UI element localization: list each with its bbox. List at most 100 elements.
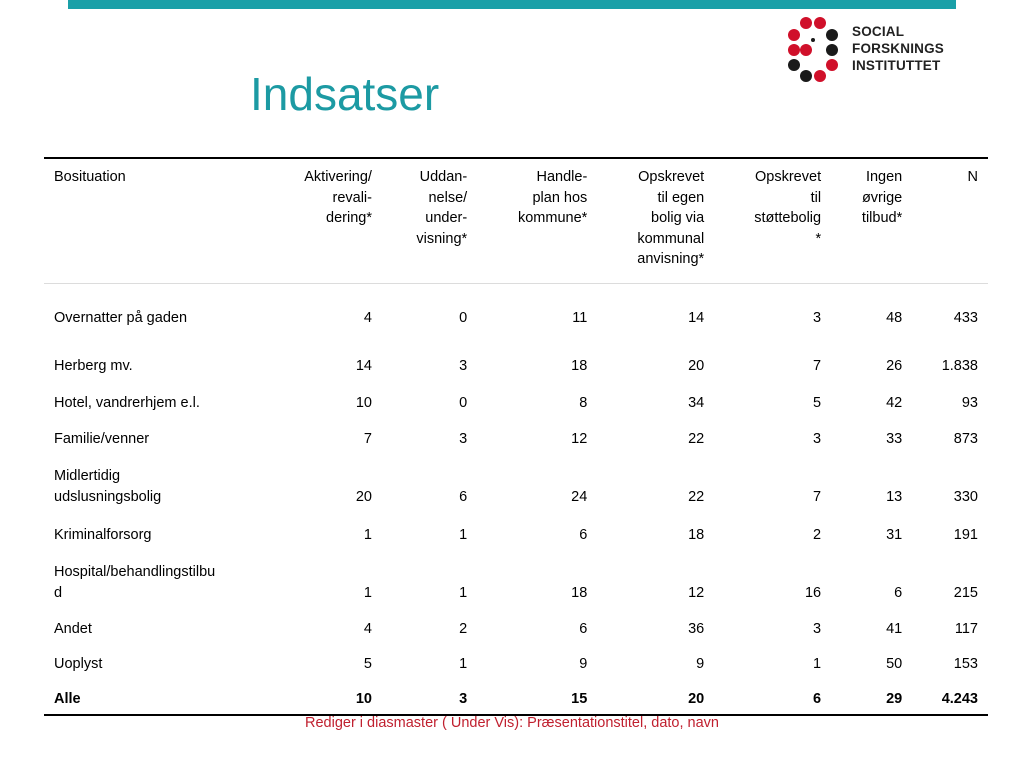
table-cell: 2 bbox=[459, 620, 468, 637]
table-cell: 9 bbox=[579, 655, 588, 672]
table-cell: 14 bbox=[355, 357, 372, 374]
table-cell: 6 bbox=[579, 526, 588, 543]
table-cell: 3 bbox=[459, 430, 468, 447]
table-cell: 20 bbox=[688, 357, 705, 374]
table-cell: 13 bbox=[886, 488, 903, 505]
table-cell: 7 bbox=[813, 488, 822, 505]
table-cell: 6 bbox=[894, 584, 903, 601]
table-cell: 42 bbox=[886, 394, 903, 411]
table-cell: 10 bbox=[355, 690, 372, 707]
table-cell: 15 bbox=[571, 690, 588, 707]
table-cell: 9 bbox=[696, 655, 705, 672]
table-cell: 41 bbox=[886, 620, 903, 637]
table-cell: 4 bbox=[363, 620, 372, 637]
table-row: Uoplyst 5 1 9 9 1 50 153 bbox=[44, 643, 988, 678]
table-cell: 22 bbox=[688, 430, 705, 447]
table-cell: 20 bbox=[355, 488, 372, 505]
table-cell: 12 bbox=[688, 584, 705, 601]
logo-wordmark: SOCIAL FORSKNINGS INSTITUTTET bbox=[852, 23, 944, 74]
table-cell: 1 bbox=[363, 526, 372, 543]
table-cell: 1 bbox=[813, 655, 822, 672]
column-header: N bbox=[967, 169, 978, 185]
column-header: Opskrevet til støttebolig * bbox=[754, 169, 822, 247]
table-cell: 3 bbox=[459, 690, 468, 707]
table-cell: 3 bbox=[813, 309, 822, 326]
table-body: Overnatter på gaden 4 0 11 14 3 48 433 Herberg m… bbox=[44, 284, 988, 715]
table-row: Midlertidig udslusningsbolig 20 6 24 22 7 13 330 bbox=[44, 453, 988, 511]
row-label: Midlertidig udslusningsbolig bbox=[54, 468, 162, 505]
table-cell: 12 bbox=[571, 430, 588, 447]
table-cell: 36 bbox=[688, 620, 705, 637]
row-label: Hospital/behandlingstilbu d bbox=[54, 564, 216, 601]
table-cell: 14 bbox=[688, 309, 705, 326]
table-cell: 6 bbox=[813, 690, 822, 707]
row-label: Hotel, vandrerhjem e.l. bbox=[54, 394, 200, 411]
table-cell: 34 bbox=[688, 394, 705, 411]
logo-line-1: SOCIAL bbox=[852, 24, 905, 39]
table-cell: 4 bbox=[363, 309, 372, 326]
table-cell: 3 bbox=[813, 620, 822, 637]
table-cell: 3 bbox=[813, 430, 822, 447]
table-cell: 6 bbox=[459, 488, 468, 505]
table-cell: 330 bbox=[953, 488, 978, 505]
table-row: Overnatter på gaden 4 0 11 14 3 48 433 bbox=[44, 284, 988, 333]
table-cell: 1 bbox=[363, 584, 372, 601]
table-cell: 1 bbox=[459, 584, 468, 601]
column-header: Bosituation bbox=[54, 169, 126, 185]
table-cell: 26 bbox=[886, 357, 903, 374]
row-label: Overnatter på gaden bbox=[54, 309, 188, 326]
data-table: Bosituation Aktivering/revali-dering* Udda… bbox=[44, 157, 988, 716]
top-accent-bar bbox=[68, 0, 956, 9]
column-header: Handle-plan hos kommune* bbox=[517, 169, 588, 226]
table-cell: 215 bbox=[953, 584, 978, 601]
row-label: Uoplyst bbox=[54, 655, 103, 672]
table-cell: 6 bbox=[579, 620, 588, 637]
row-label: Herberg mv. bbox=[54, 357, 133, 374]
table-cell: 11 bbox=[572, 309, 588, 326]
logo-line-2: FORSKNINGS bbox=[852, 41, 945, 56]
table-cell: 24 bbox=[571, 488, 588, 505]
table-cell: 48 bbox=[886, 309, 903, 326]
row-label: Andet bbox=[54, 620, 92, 637]
table-cell: 3 bbox=[459, 357, 468, 374]
table-cell: 1 bbox=[459, 526, 468, 543]
table-cell: 7 bbox=[363, 430, 372, 447]
row-label: Alle bbox=[54, 690, 81, 707]
table-cell: 16 bbox=[804, 584, 822, 601]
table-cell: 33 bbox=[886, 430, 903, 447]
table-row: Hospital/behandlingstilbu d 1 1 18 12 16 6 215 bbox=[44, 549, 988, 607]
table-row: Andet 4 2 6 36 3 41 117 bbox=[44, 607, 988, 643]
table-row: Familie/venner 7 3 12 22 3 33 873 bbox=[44, 417, 988, 453]
table-cell: 31 bbox=[886, 526, 903, 543]
table-cell: 22 bbox=[688, 488, 705, 505]
table-cell: 20 bbox=[688, 690, 705, 707]
table-cell: 117 bbox=[954, 620, 978, 637]
table-cell: 873 bbox=[953, 430, 978, 447]
table-cell: 433 bbox=[953, 309, 978, 326]
logo-dots-icon bbox=[788, 17, 838, 82]
column-header: Aktivering/revali-dering* bbox=[304, 169, 372, 226]
row-label: Familie/venner bbox=[54, 430, 150, 447]
slide-title: Indsatser bbox=[250, 68, 440, 120]
table-cell: 18 bbox=[571, 584, 588, 601]
slide-footer: Rediger i diasmaster ( Under Vis): Præse… bbox=[305, 715, 719, 731]
table-cell: 29 bbox=[886, 690, 903, 707]
table-cell: 18 bbox=[571, 357, 588, 374]
table-row: Alle 10 3 15 20 6 29 4.243 bbox=[44, 678, 988, 715]
column-header: Uddan-nelse/under-visning* bbox=[416, 169, 468, 247]
table-cell: 0 bbox=[459, 394, 468, 411]
table-cell: 4.243 bbox=[941, 690, 978, 707]
table-cell: 0 bbox=[459, 309, 468, 326]
table-cell: 18 bbox=[688, 526, 705, 543]
table-cell: 1 bbox=[459, 655, 468, 672]
table-header-row: Bosituation Aktivering/revali-dering* Udda… bbox=[44, 158, 988, 284]
column-header: Opskrevet til egen bolig via kommunal anvisn… bbox=[637, 169, 705, 267]
table-cell: 8 bbox=[579, 394, 588, 411]
logo-line-3: INSTITUTTET bbox=[852, 58, 941, 73]
row-label: Kriminalforsorg bbox=[54, 526, 152, 543]
table-cell: 50 bbox=[886, 655, 903, 672]
table-cell: 93 bbox=[961, 394, 978, 411]
table-row: Herberg mv. 14 3 18 20 7 26 1.838 bbox=[44, 332, 988, 380]
table-cell: 10 bbox=[355, 394, 372, 411]
table-cell: 2 bbox=[813, 526, 822, 543]
